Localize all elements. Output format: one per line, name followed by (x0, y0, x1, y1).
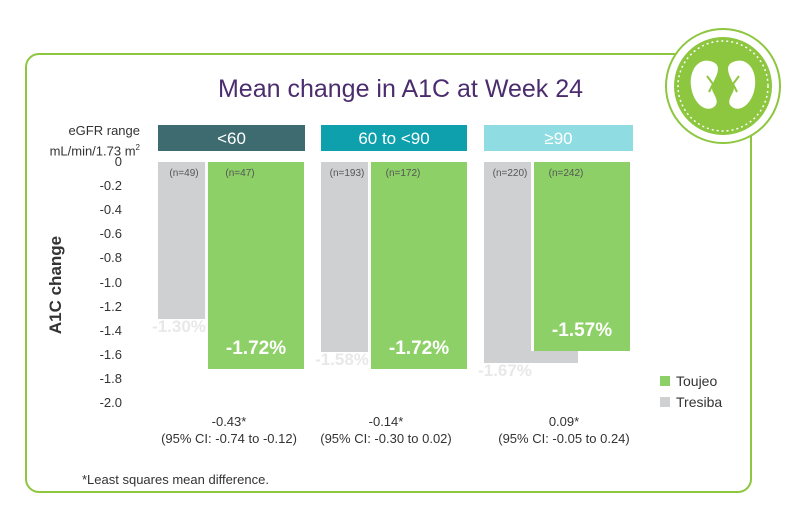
legend-label-tresiba: Tresiba (676, 394, 723, 410)
kidney-icon (665, 28, 781, 144)
bar-toujeo-2 (371, 162, 467, 370)
bar-toujeo-1 (208, 162, 304, 370)
egfr-range-label: eGFR range mL/min/1.73 m2 (44, 122, 140, 159)
range-label-line2: mL/min/1.73 m (49, 143, 136, 159)
difference-1: -0.43* (95% CI: -0.74 to -0.12) (139, 413, 319, 447)
n-label-toujeo-3: (n=242) (548, 168, 584, 179)
n-label-toujeo-1: (n=47) (225, 168, 255, 179)
y-tick-label: 0 (114, 154, 122, 169)
value-label-tresiba-1: -1.30% (152, 316, 206, 336)
y-tick-label: -0.6 (99, 226, 122, 242)
y-tick-label: -0.4 (99, 202, 122, 218)
category-header-2: 60 to <90 (321, 125, 467, 151)
n-label-toujeo-2: (n=172) (385, 168, 421, 179)
n-label-tresiba-2: (n=193) (329, 168, 365, 179)
value-label-toujeo-1: -1.72% (225, 338, 287, 360)
value-label-toujeo-3: -1.57% (551, 320, 613, 342)
y-tick-label: -1.0 (99, 274, 122, 290)
chart-frame (25, 53, 752, 493)
legend-swatch-tresiba (660, 397, 670, 407)
category-header-3: ≥90 (484, 125, 633, 151)
value-label-tresiba-3: -1.67% (478, 361, 532, 381)
difference-2-value: -0.14* (368, 414, 404, 429)
difference-3-ci: (95% CI: -0.05 to 0.24) (498, 431, 630, 446)
value-label-toujeo-2: -1.72% (388, 338, 450, 360)
n-label-tresiba-1: (n=49) (169, 168, 199, 179)
y-tick-label: -2.0 (99, 395, 122, 410)
value-label-tresiba-2: -1.58% (315, 350, 369, 370)
n-label-tresiba-3: (n=220) (492, 168, 528, 179)
y-axis-label: A1C change (46, 235, 65, 335)
legend-swatch-toujeo (660, 376, 670, 386)
difference-1-ci: (95% CI: -0.74 to -0.12) (161, 431, 297, 446)
chart-title: Mean change in A1C at Week 24 (217, 75, 584, 103)
difference-2-ci: (95% CI: -0.30 to 0.02) (320, 431, 452, 446)
y-tick-label: -1.8 (99, 370, 122, 386)
difference-3-value: 0.09* (548, 414, 580, 429)
range-label-line1: eGFR range (68, 123, 140, 138)
legend-label-toujeo: Toujeo (676, 373, 718, 389)
y-tick-label: -0.8 (99, 250, 122, 266)
y-tick-label: -1.6 (99, 346, 122, 362)
difference-3: 0.09* (95% CI: -0.05 to 0.24) (474, 413, 654, 447)
y-tick-label: -1.4 (99, 322, 122, 338)
difference-1-value: -0.43* (211, 414, 247, 429)
range-label-sup: 2 (135, 143, 140, 152)
bar-toujeo-3 (534, 162, 630, 352)
y-tick-label: -1.2 (99, 298, 122, 314)
footnote: *Least squares mean difference. (82, 472, 269, 487)
category-header-1: <60 (158, 125, 305, 151)
difference-2: -0.14* (95% CI: -0.30 to 0.02) (296, 413, 476, 447)
y-tick-label: -0.2 (99, 178, 122, 194)
